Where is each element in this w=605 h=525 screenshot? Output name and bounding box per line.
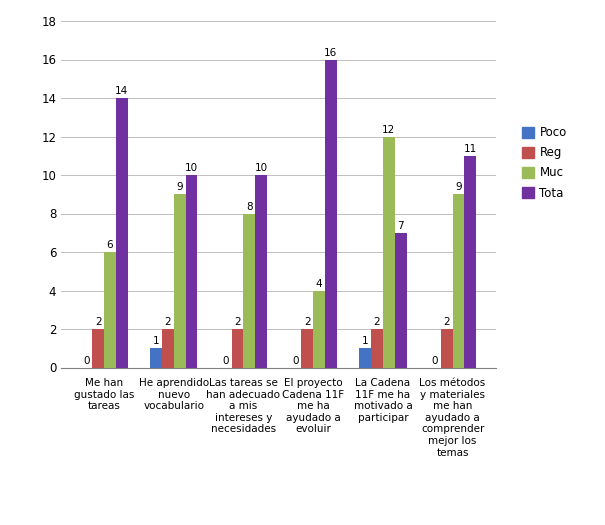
Bar — [232, 329, 243, 368]
Bar — [301, 329, 313, 368]
Text: 12: 12 — [382, 124, 396, 134]
Text: 16: 16 — [324, 48, 338, 58]
Text: 8: 8 — [246, 202, 253, 212]
Bar — [371, 329, 383, 368]
Text: 2: 2 — [165, 317, 171, 327]
Bar — [243, 214, 255, 368]
Bar — [116, 98, 128, 367]
Text: 14: 14 — [115, 86, 128, 96]
Bar — [186, 175, 197, 368]
Text: 7: 7 — [397, 221, 404, 231]
Bar — [313, 290, 325, 368]
Text: 0: 0 — [292, 355, 299, 365]
Bar — [162, 329, 174, 368]
Text: 2: 2 — [95, 317, 102, 327]
Text: 0: 0 — [83, 355, 90, 365]
Text: 1: 1 — [362, 337, 368, 347]
Text: 2: 2 — [443, 317, 450, 327]
Text: 9: 9 — [455, 182, 462, 192]
Text: 4: 4 — [316, 279, 322, 289]
Bar — [359, 348, 371, 368]
Text: 2: 2 — [304, 317, 310, 327]
Bar — [394, 233, 407, 368]
Bar — [255, 175, 267, 368]
Bar — [104, 252, 116, 368]
Bar — [325, 59, 337, 367]
Bar — [383, 136, 394, 368]
Bar — [465, 156, 476, 368]
Text: 2: 2 — [374, 317, 381, 327]
Text: 1: 1 — [152, 337, 159, 347]
Text: 6: 6 — [106, 240, 113, 250]
Text: 10: 10 — [185, 163, 198, 173]
Bar — [92, 329, 104, 368]
Bar — [453, 194, 465, 368]
Text: 2: 2 — [234, 317, 241, 327]
Text: 11: 11 — [464, 144, 477, 154]
Text: 0: 0 — [431, 355, 438, 365]
Text: 9: 9 — [176, 182, 183, 192]
Bar — [441, 329, 453, 368]
Text: 10: 10 — [255, 163, 268, 173]
Text: 0: 0 — [223, 355, 229, 365]
Legend: Poco, Reg, Muc, Tota: Poco, Reg, Muc, Tota — [520, 124, 569, 202]
Bar — [174, 194, 186, 368]
Bar — [150, 348, 162, 368]
